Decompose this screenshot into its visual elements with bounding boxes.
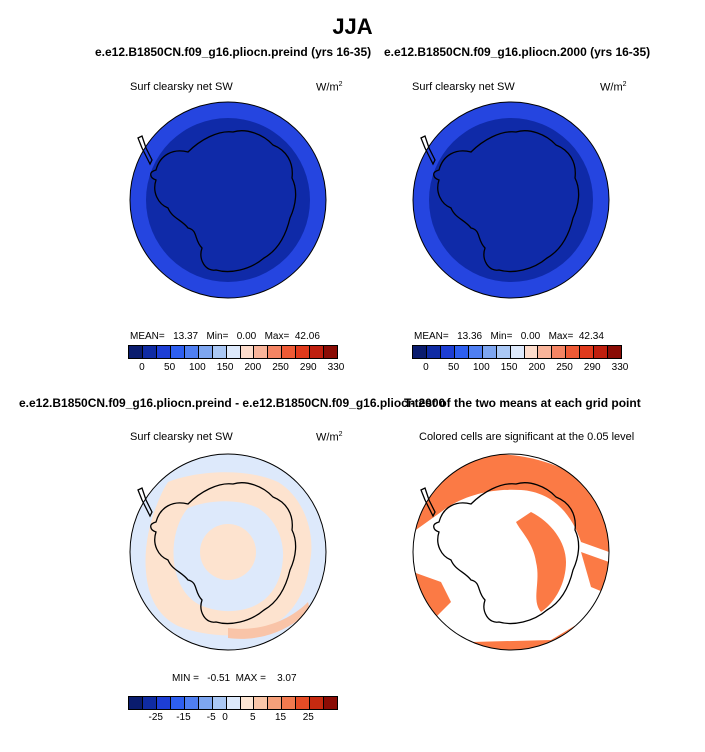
colorbar-tick-label: -5 xyxy=(206,712,216,723)
colorbar-ticks-tr: 0 50 100 150 200 250 290 330 xyxy=(412,362,628,374)
colorbar-tick-label: 290 xyxy=(299,362,317,373)
map-top-right xyxy=(412,101,610,299)
colorbar-swatch xyxy=(211,346,226,358)
colorbar-swatch xyxy=(225,346,240,358)
colorbar-tick-label: 150 xyxy=(500,362,518,373)
colorbar-swatch xyxy=(425,346,440,358)
colorbar-swatch xyxy=(267,697,282,709)
diff-title: e.e12.B1850CN.f09_g16.pliocn.preind - e.… xyxy=(19,396,446,410)
colorbar-swatch xyxy=(537,346,552,358)
colorbar-swatch xyxy=(183,697,198,709)
colorbar-swatch xyxy=(239,346,254,358)
colorbar-swatch xyxy=(309,346,324,358)
units-label-bl: W/m2 xyxy=(316,431,343,444)
colorbar-swatch xyxy=(197,346,212,358)
colorbar-swatch xyxy=(141,346,156,358)
colorbar-swatch xyxy=(607,346,622,358)
colorbar-tick-label: -25 xyxy=(148,712,163,723)
colorbar-tick-label: 100 xyxy=(188,362,206,373)
units-label-tr: W/m2 xyxy=(600,81,627,94)
colorbar-swatch xyxy=(281,346,296,358)
colorbar-swatch xyxy=(197,697,212,709)
colorbar-swatch xyxy=(155,346,170,358)
variable-label-tr: Surf clearsky net SW xyxy=(412,81,515,93)
colorbar-swatch xyxy=(509,346,524,358)
colorbar-swatch xyxy=(413,346,426,358)
colorbar-swatch xyxy=(129,697,142,709)
colorbar-swatch xyxy=(253,346,268,358)
colorbar-swatch xyxy=(267,346,282,358)
colorbar-swatch xyxy=(579,346,594,358)
colorbar-swatch xyxy=(225,697,240,709)
colorbar-swatch xyxy=(323,346,338,358)
colorbar-top-left xyxy=(128,345,338,359)
figure-title: JJA xyxy=(332,14,373,39)
colorbar-swatch xyxy=(523,346,538,358)
colorbar-swatch xyxy=(129,346,142,358)
colorbar-bottom-left xyxy=(128,696,338,710)
map-top-left xyxy=(129,101,327,299)
ttest-title: T-test of the two means at each grid poi… xyxy=(404,396,641,410)
colorbar-tick-label: 290 xyxy=(583,362,601,373)
units-label-tl: W/m2 xyxy=(316,81,343,94)
colorbar-tick-label: 0 xyxy=(139,362,145,373)
colorbar-swatch xyxy=(281,697,296,709)
colorbar-tick-label: 0 xyxy=(222,712,228,723)
colorbar-swatch xyxy=(439,346,454,358)
colorbar-swatch xyxy=(481,346,496,358)
colorbar-tick-label: 50 xyxy=(448,362,460,373)
colorbar-swatch xyxy=(239,697,254,709)
variable-label-bl: Surf clearsky net SW xyxy=(130,431,233,443)
colorbar-tick-label: 5 xyxy=(250,712,256,723)
colorbar-swatch xyxy=(183,346,198,358)
colorbar-swatch xyxy=(565,346,580,358)
colorbar-tick-label: 330 xyxy=(327,362,345,373)
colorbar-swatch xyxy=(169,697,184,709)
colorbar-tick-label: 250 xyxy=(272,362,289,373)
colorbar-ticks-tl: 0 50 100 150 200 250 290 330 xyxy=(128,362,344,374)
colorbar-swatch xyxy=(551,346,566,358)
colorbar-tick-label: 200 xyxy=(244,362,262,373)
colorbar-tick-label: 0 xyxy=(423,362,429,373)
colorbar-tick-label: 200 xyxy=(528,362,546,373)
colorbar-swatch xyxy=(593,346,608,358)
colorbar-tick-label: -15 xyxy=(176,712,191,723)
case-title-right: e.e12.B1850CN.f09_g16.pliocn.2000 (yrs 1… xyxy=(384,45,651,59)
colorbar-swatch xyxy=(141,697,156,709)
colorbar-swatch xyxy=(323,697,338,709)
colorbar-swatch xyxy=(211,697,226,709)
colorbar-swatch xyxy=(295,346,310,358)
variable-label-tl: Surf clearsky net SW xyxy=(130,81,233,93)
colorbar-tick-label: 50 xyxy=(164,362,176,373)
colorbar-tick-label: 100 xyxy=(472,362,490,373)
stats-bl: MIN = -0.51 MAX = 3.07 xyxy=(172,673,297,684)
colorbar-swatch xyxy=(309,697,324,709)
stats-tl: MEAN= 13.37 Min= 0.00 Max= 42.06 xyxy=(130,331,320,342)
colorbar-swatch xyxy=(453,346,468,358)
colorbar-top-right xyxy=(412,345,622,359)
colorbar-tick-label: 330 xyxy=(611,362,629,373)
colorbar-swatch xyxy=(495,346,510,358)
colorbar-swatch xyxy=(295,697,310,709)
colorbar-tick-label: 250 xyxy=(556,362,573,373)
colorbar-ticks-bl: -25 -15 -5 0 5 15 25 xyxy=(128,712,336,724)
colorbar-swatch xyxy=(253,697,268,709)
map-bottom-left xyxy=(129,453,327,651)
stats-tr: MEAN= 13.36 Min= 0.00 Max= 42.34 xyxy=(414,331,604,342)
significance-note: Colored cells are significant at the 0.0… xyxy=(419,431,635,443)
colorbar-tick-label: 25 xyxy=(302,712,314,723)
map-bottom-right xyxy=(412,453,610,651)
colorbar-tick-label: 15 xyxy=(274,712,287,723)
colorbar-tick-label: 150 xyxy=(216,362,234,373)
colorbar-swatch xyxy=(467,346,482,358)
case-title-left: e.e12.B1850CN.f09_g16.pliocn.preind (yrs… xyxy=(95,45,372,59)
colorbar-swatch xyxy=(155,697,170,709)
colorbar-swatch xyxy=(169,346,184,358)
